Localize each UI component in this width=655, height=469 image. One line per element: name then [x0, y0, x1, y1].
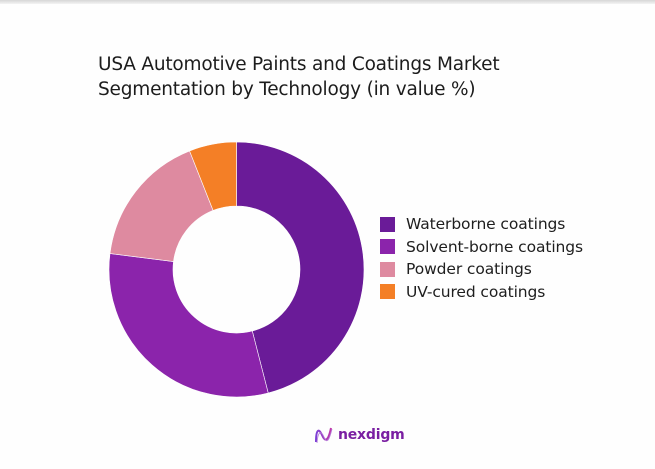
- logo-text: nexdigm: [338, 427, 405, 443]
- chart-title-line1: USA Automotive Paints and Coatings Marke…: [98, 54, 500, 75]
- legend-swatch-icon: [380, 261, 395, 277]
- nexdigm-wave-icon: [315, 427, 333, 444]
- chart-title: USA Automotive Paints and Coatings Marke…: [98, 52, 500, 102]
- top-border: [0, 0, 655, 4]
- donut-slice-waterborne-coatings: [236, 141, 365, 394]
- donut-slice-uv-cured-coatings: [189, 141, 237, 211]
- donut-slice-solvent-borne-coatings: [108, 253, 269, 398]
- donut-chart: [108, 141, 365, 398]
- legend-label: Powder coatings: [406, 260, 532, 279]
- legend-item-powder: Powder coatings: [380, 258, 583, 281]
- legend-swatch-icon: [380, 284, 395, 300]
- legend-item-solvent-borne: Solvent-borne coatings: [380, 236, 583, 259]
- legend-item-waterborne: Waterborne coatings: [380, 213, 583, 236]
- legend-swatch-icon: [380, 216, 395, 232]
- chart-title-line2: Segmentation by Technology (in value %): [98, 79, 476, 100]
- legend-label: Solvent-borne coatings: [406, 237, 583, 256]
- nexdigm-logo: nexdigm: [314, 425, 405, 445]
- legend-label: UV-cured coatings: [406, 282, 546, 301]
- legend-item-uv-cured: UV-cured coatings: [380, 281, 583, 304]
- legend-label: Waterborne coatings: [406, 215, 566, 234]
- legend-swatch-icon: [380, 239, 395, 255]
- chart-legend: Waterborne coatings Solvent-borne coatin…: [380, 213, 583, 303]
